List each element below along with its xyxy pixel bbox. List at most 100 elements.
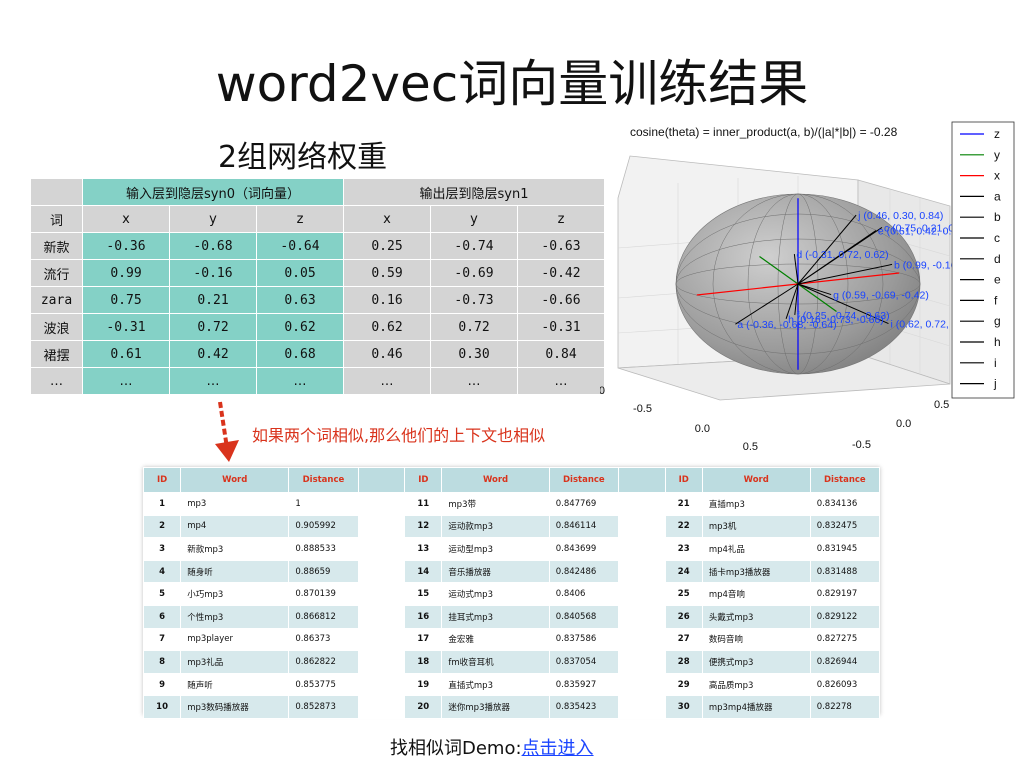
weight-cell: -0.16 [169, 259, 257, 287]
column-gap [357, 514, 406, 539]
distance-header: Distance [288, 467, 359, 493]
weight-cell: -0.42 [517, 259, 605, 287]
slide-title: word2vec词向量训练结果 [215, 55, 809, 113]
legend-label-a: a [994, 189, 1001, 203]
weights-corner-cell [30, 178, 83, 206]
tick-label: 0.0 [695, 423, 710, 435]
vector-line-d [793, 253, 799, 285]
table-row: 3 新款mp3 0.888533 13 运动型mp3 0.843699 23 mp4礼品 0.8… [142, 537, 881, 561]
axis-header: x [343, 205, 431, 233]
legend-label-y: y [994, 148, 1000, 162]
word-cell: 便携式mp3 [701, 650, 811, 674]
distance-cell: 0.842486 [548, 559, 619, 584]
word-cell: 波浪 [30, 313, 83, 341]
column-gap [357, 695, 406, 719]
weight-cell: 0.05 [256, 259, 344, 287]
word-cell: 新款 [30, 232, 83, 260]
distance-cell: 0.835423 [548, 695, 619, 719]
word-cell: mp3 [180, 492, 290, 516]
weight-cell: 0.25 [343, 232, 431, 260]
id-cell: 21 [664, 492, 703, 516]
table-row: 5 小巧mp3 0.870139 15 运动式mp3 0.8406 25 mp4音响 0.829… [142, 582, 881, 606]
column-gap [617, 467, 666, 493]
distance-cell: 0.826944 [809, 650, 881, 674]
input-layer-group-header: 输入层到隐层syn0（词向量） [82, 178, 344, 206]
id-cell: 1 [142, 492, 182, 516]
word-cell: 新款mp3 [180, 537, 290, 561]
vector-label-g: g (0.59, -0.69, -0.42) [833, 290, 929, 302]
word-cell: 数码音响 [701, 627, 811, 652]
word-cell: zara [30, 286, 83, 314]
column-gap [357, 672, 406, 697]
distance-cell: 0.843699 [548, 537, 619, 561]
word-cell: 挂耳式mp3 [441, 604, 550, 629]
id-cell: 18 [404, 650, 443, 674]
weight-cell: -0.73 [430, 286, 518, 314]
axis-header: y [430, 205, 518, 233]
vector-label-h: h (0.16, -0.73, -0.66) [788, 314, 884, 326]
weight-cell: 0.61 [82, 340, 170, 368]
weight-cell: 0.75 [82, 286, 170, 314]
distance-cell: 0.837586 [548, 627, 619, 652]
column-gap [617, 672, 666, 697]
weight-cell: -0.69 [430, 259, 518, 287]
id-cell: 28 [664, 650, 703, 674]
word-cell: 运动款mp3 [441, 514, 550, 539]
column-gap [617, 582, 666, 606]
vector-line-e [797, 230, 877, 285]
weight-cell: … [256, 367, 344, 395]
weight-cell: … [343, 367, 431, 395]
demo-link[interactable]: 点击进入 [521, 738, 594, 759]
id-cell: 29 [664, 672, 703, 697]
id-cell: 22 [664, 514, 703, 539]
table-row: 1 mp3 1 11 mp3带 0.847769 21 直插mp3 0.834136 [142, 492, 881, 516]
word-cell: 流行 [30, 259, 83, 287]
weight-cell: 0.59 [343, 259, 431, 287]
id-cell: 8 [142, 650, 182, 674]
vector-line-j [797, 214, 857, 285]
legend-label-c: c [994, 231, 1000, 245]
distance-cell: 0.829197 [809, 582, 881, 606]
vector-label-a: a (-0.36, -0.68, -0.64) [737, 319, 836, 331]
vector-line-i [797, 283, 889, 325]
axis-header: z [517, 205, 605, 233]
column-gap [617, 627, 666, 652]
id-header: ID [404, 467, 443, 493]
vector-sphere-chart: cosine(theta) = inner_product(a, b)/(|a|… [600, 121, 1015, 453]
column-gap [617, 695, 666, 719]
legend-label-z: z [994, 127, 1000, 141]
table-row: 2 mp4 0.905992 12 运动款mp3 0.846114 22 mp3机 0.8324… [142, 514, 881, 539]
vector-label-f: f (0.25, -0.74, -0.63) [797, 310, 890, 322]
word-cell: 个性mp3 [180, 604, 290, 629]
distance-cell: 0.86373 [288, 627, 359, 652]
distance-cell: 0.826093 [809, 672, 881, 697]
legend-label-x: x [994, 169, 1000, 183]
demo-text: 找相似词Demo: [390, 738, 522, 759]
word-cell: 随身听 [180, 559, 290, 584]
column-gap [617, 650, 666, 674]
table-row: 8 mp3礼品 0.862822 18 fm收音耳机 0.837054 28 便携式mp3 0.… [142, 650, 881, 674]
distance-cell: 0.88659 [288, 559, 359, 584]
distance-cell: 0.853775 [288, 672, 359, 697]
demo-line: 找相似词Demo:点击进入 [390, 734, 594, 760]
id-cell: 26 [664, 604, 703, 629]
column-gap [357, 582, 406, 606]
vector-label-j: j (0.46, 0.30, 0.84) [857, 210, 943, 222]
id-cell: 25 [664, 582, 703, 606]
column-gap [357, 627, 406, 652]
legend-label-f: f [994, 293, 998, 307]
weight-cell: … [82, 367, 170, 395]
id-cell: 15 [404, 582, 443, 606]
vector-label-e: e (0.61, 0.42, 0.68) [878, 225, 967, 237]
vector-line-b [797, 263, 893, 285]
weight-cell: -0.31 [82, 313, 170, 341]
word-cell: 运动型mp3 [441, 537, 550, 561]
weight-cell: -0.66 [517, 286, 605, 314]
distance-cell: 0.846114 [548, 514, 619, 539]
id-cell: 17 [404, 627, 443, 652]
axis-ticks: -1.0 -0.5 0.0 0.5 0.5 0.0 -0.5 [600, 385, 949, 453]
word-cell: mp4音响 [701, 582, 811, 606]
axis-header: y [169, 205, 257, 233]
weight-cell: 0.62 [256, 313, 344, 341]
vector-line-a [735, 283, 799, 325]
